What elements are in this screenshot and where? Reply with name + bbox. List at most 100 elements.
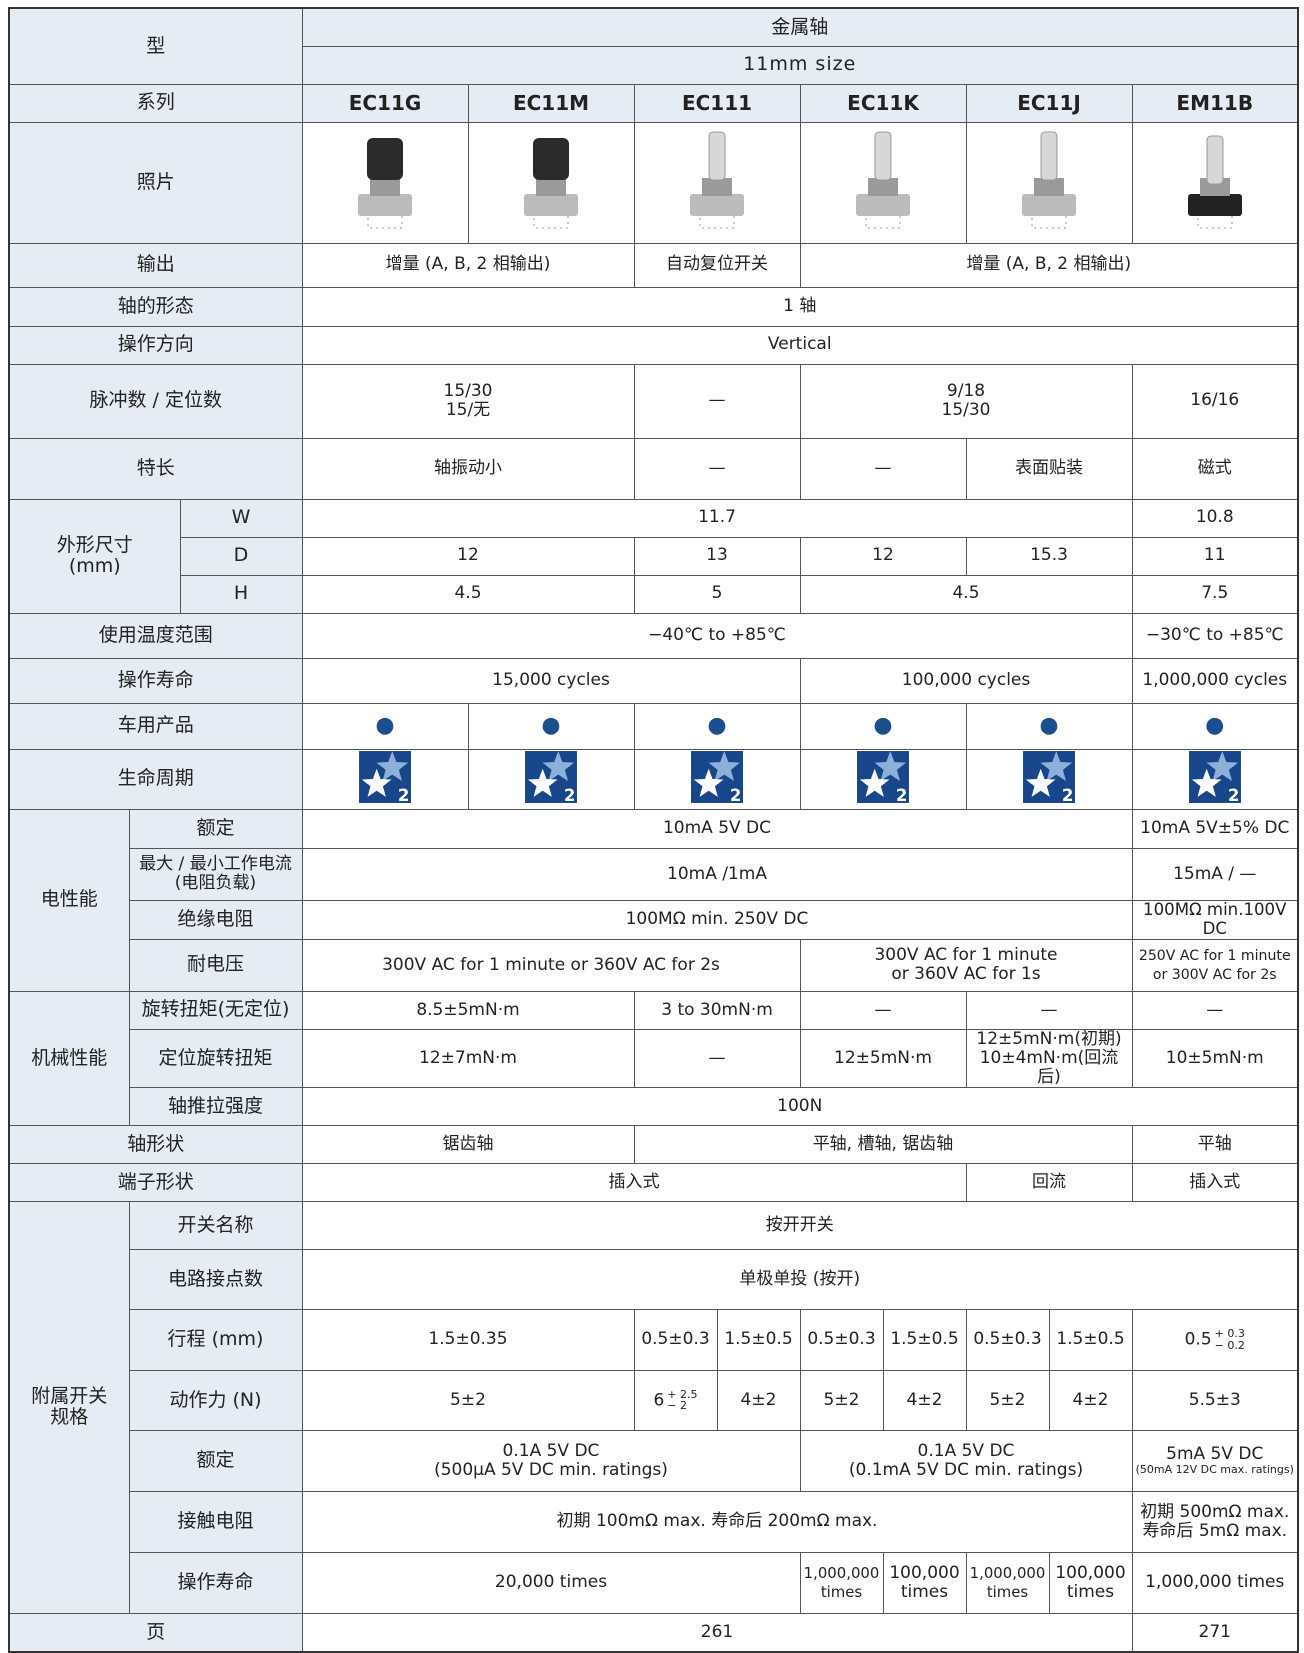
value-text: 轴振动小 [434, 457, 502, 478]
value-cell: 9/18 15/30 [799, 363, 1133, 439]
icon-star-back [376, 750, 409, 781]
value-text: 20,000 times [494, 1572, 608, 1593]
row-label: 照片 [8, 121, 303, 244]
value-text: — [874, 457, 892, 478]
product-photo [690, 131, 744, 229]
table-row: 页 261 271 [8, 1612, 1299, 1653]
value-cell: 5mA 5V DC (50mA 12V DC max. ratings) [1131, 1429, 1299, 1492]
value-text: −40℃ to +85℃ [648, 624, 786, 645]
value-text: 表面贴装 [1015, 457, 1083, 478]
value-cell: 2 [799, 748, 967, 810]
value-text: 回流 [1032, 1171, 1066, 1192]
row-label: 车用产品 [8, 702, 303, 750]
series-name: EC11M [467, 83, 635, 123]
icon-star [859, 768, 890, 797]
value-cell: 1,000,000 cycles [1131, 657, 1299, 704]
value-cell: 增量 (A, B, 2 相输出) [301, 242, 635, 288]
photo-body [856, 193, 910, 216]
table-row: 轴的形态 1 轴 [8, 286, 1299, 327]
value-cell: 单极单投 (按开) [301, 1248, 1299, 1310]
series-name: EC111 [633, 83, 801, 123]
value-cell: 8.5±5mN·m [301, 990, 635, 1030]
icon-star-back [1040, 750, 1073, 781]
value-cell: — [799, 437, 967, 500]
row-label: 开关名称 [128, 1200, 303, 1250]
value-cell: 平轴 [1131, 1124, 1299, 1164]
value-text: 100,000 cycles [901, 669, 1031, 690]
icon-number: 2 [1228, 785, 1240, 803]
automotive-mark: ● [873, 712, 893, 738]
value-cell: 0.5±0.3 [799, 1308, 884, 1371]
lifecycle-icon: 2 [1023, 750, 1075, 804]
value-text: 0.5±0.3 [807, 1329, 876, 1350]
value-cell: −40℃ to +85℃ [301, 612, 1133, 659]
row-label: 额定 [128, 1429, 303, 1492]
product-photo [1022, 131, 1076, 229]
row-label: 定位旋转扭矩 [128, 1028, 303, 1088]
row-label: 操作方向 [8, 325, 303, 365]
group-label: 外形尺寸 (mm) [8, 498, 181, 614]
photo-cell [633, 121, 801, 244]
value-cell: 300V AC for 1 minute or 360V AC for 2s [301, 938, 801, 992]
value-cell: 10mA 5V±5% DC [1131, 808, 1299, 849]
value-text: 4±2 [740, 1389, 777, 1410]
table-row: 最大 / 最小工作电流 (电阻负载) 10mA /1mA 15mA / — [9, 847, 1299, 901]
photo-shaft [874, 131, 892, 181]
value-cell: 5 [633, 574, 801, 614]
value-cell: 锯齿轴 [301, 1124, 635, 1164]
row-label: 输出 [8, 242, 303, 288]
icon-star-back [874, 750, 907, 781]
value-cell: 初期 500mΩ max. 寿命后 5mΩ max. [1131, 1490, 1299, 1553]
value-cell: 100N [301, 1086, 1299, 1126]
photo-body [1187, 193, 1242, 216]
table-row: 绝缘电阻 100MΩ min. 250V DC 100MΩ min.100V DC [9, 899, 1299, 940]
row-label: D [179, 536, 303, 576]
value-cell: — [633, 363, 801, 439]
value-cell: 表面贴装 [965, 437, 1133, 500]
value-text: 平轴, 槽轴, 锯齿轴 [812, 1133, 954, 1154]
value-cell: — [1131, 990, 1299, 1030]
value-cell: −30℃ to +85℃ [1131, 612, 1299, 659]
value-cell: 12±5mN·m(初期) 10±4mN·m(回流后) [965, 1028, 1133, 1088]
value-text: 4.5 [454, 583, 482, 604]
table-row: 脉冲数 / 定位数 15/30 15/无 — 9/18 15/30 16/16 [8, 363, 1299, 439]
table-row: 操作方向 Vertical [8, 325, 1299, 365]
value-text: 1.5±0.5 [1056, 1329, 1125, 1350]
automotive-mark: ● [707, 712, 727, 738]
row-label: 操作寿命 [8, 657, 303, 704]
value-cell: 2 [1131, 748, 1299, 810]
value-text: 11.7 [698, 507, 736, 528]
material: 金属轴 [301, 7, 1299, 47]
value-cell: ● [633, 702, 801, 750]
value-base: 6 [653, 1390, 665, 1411]
value-cell: 插入式 [301, 1162, 967, 1202]
value-cell: 261 [301, 1612, 1133, 1653]
photo-cell [799, 121, 967, 244]
value-cell: 1,000,000 times [799, 1551, 884, 1614]
value-cell: 磁式 [1131, 437, 1299, 500]
series-name: EM11B [1131, 83, 1299, 123]
table-row: 电路接点数 单极单投 (按开) [9, 1248, 1299, 1310]
value-cell: 12±5mN·m [799, 1028, 967, 1088]
row-label: 绝缘电阻 [128, 899, 303, 940]
value-text: 16/16 [1190, 390, 1240, 411]
value-cell: 10±5mN·m [1131, 1028, 1299, 1088]
value-text: — [1040, 999, 1058, 1020]
table-row: 照片 [8, 121, 1299, 244]
product-photo [524, 137, 578, 229]
value-cell: 插入式 [1131, 1162, 1299, 1202]
value-text: 10mA 5V DC [662, 818, 772, 839]
lifecycle-icon: 2 [691, 750, 743, 804]
value-text: 12±7mN·m [419, 1047, 517, 1068]
table-row: 行程 (mm) 1.5±0.35 0.5±0.3 1.5±0.5 0.5±0.3 1.5±… [9, 1308, 1299, 1371]
tolerance-upper: + 2.5 [667, 1387, 698, 1401]
value-cell: 12 [301, 536, 635, 576]
icon-star [527, 768, 558, 797]
photo-shaft [708, 131, 726, 181]
type-label: 型 [8, 7, 303, 85]
series-name: EC11J [965, 83, 1133, 123]
value-text: 0.5±0.3 [973, 1329, 1042, 1350]
value-cell: 100,000 times [882, 1551, 967, 1614]
automotive-mark: ● [375, 712, 395, 738]
value-cell: 2 [965, 748, 1133, 810]
